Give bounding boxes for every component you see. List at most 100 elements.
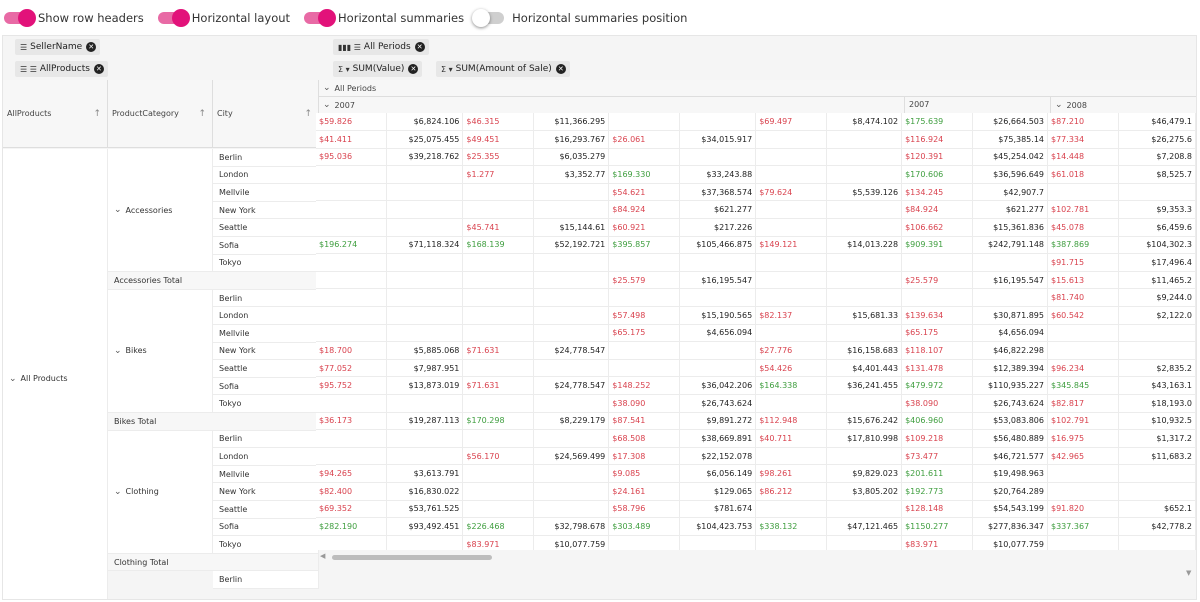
remove-icon[interactable]: ✕ <box>86 42 97 52</box>
cell-amount[interactable]: $1,317.2 <box>1118 429 1196 448</box>
cell-value[interactable]: $120.391 <box>901 148 974 167</box>
cell-amount[interactable]: $20,764.289 <box>972 482 1048 501</box>
cell-amount[interactable]: $54,543.199 <box>972 500 1048 519</box>
cell-value[interactable]: $387.869 <box>1047 236 1119 255</box>
cell-amount[interactable]: $6,824.106 <box>386 113 464 132</box>
cell-value[interactable]: $18.700 <box>316 341 388 360</box>
cell-value[interactable]: $83.971 <box>462 535 535 550</box>
cell-amount[interactable] <box>679 148 757 167</box>
cell-amount[interactable] <box>386 253 464 272</box>
cell-value[interactable]: $38.090 <box>901 394 974 413</box>
cell-amount[interactable]: $32,798.678 <box>533 517 610 536</box>
cell-value[interactable]: $102.781 <box>1047 200 1119 220</box>
cell-value[interactable]: $94.265 <box>316 464 388 483</box>
cell-amount[interactable] <box>533 500 610 519</box>
cell-value[interactable]: $149.121 <box>755 236 828 255</box>
cell-amount[interactable] <box>386 218 464 237</box>
cell-value[interactable]: $192.773 <box>901 482 974 501</box>
cell-amount[interactable]: $46,721.577 <box>972 447 1048 466</box>
cell-amount[interactable]: $26,743.624 <box>972 394 1048 413</box>
cell-value[interactable] <box>1047 341 1119 360</box>
cell-amount[interactable] <box>386 183 464 202</box>
chevron-down-icon[interactable]: ⌄ <box>114 486 122 497</box>
cell-value[interactable] <box>755 165 828 184</box>
cell-amount[interactable]: $277,836.347 <box>972 517 1048 536</box>
cell-value[interactable]: $148.252 <box>608 376 681 395</box>
cell-value[interactable]: $170.298 <box>462 412 535 431</box>
cell-amount[interactable]: $25,075.455 <box>386 130 464 149</box>
cell-value[interactable]: $82.137 <box>755 306 828 325</box>
cell-value[interactable] <box>755 271 828 290</box>
cell-amount[interactable] <box>386 535 464 550</box>
cell-value[interactable]: $109.218 <box>901 429 974 448</box>
cell-value[interactable] <box>462 288 535 308</box>
cell-value[interactable] <box>316 447 388 466</box>
cell-value[interactable]: $106.662 <box>901 218 974 237</box>
cell-amount[interactable]: $9,244.0 <box>1118 288 1196 308</box>
cell-amount[interactable]: $24,778.547 <box>533 341 610 360</box>
cell-value[interactable]: $77.052 <box>316 359 388 378</box>
cell-value[interactable]: $42.965 <box>1047 447 1119 466</box>
remove-icon[interactable]: ✕ <box>414 42 425 52</box>
cell-value[interactable] <box>608 253 681 272</box>
cell-amount[interactable] <box>1118 482 1196 501</box>
cell-value[interactable]: $226.468 <box>462 517 535 536</box>
cell-value[interactable]: $17.308 <box>608 447 681 466</box>
cell-value[interactable]: $479.972 <box>901 376 974 395</box>
cell-amount[interactable]: $9,829.023 <box>826 464 903 483</box>
cell-value[interactable]: $54.426 <box>755 359 828 378</box>
chevron-down-icon[interactable]: ⌄ <box>323 83 331 93</box>
cell-value[interactable]: $54.621 <box>608 183 681 202</box>
cell-amount[interactable]: $4,656.094 <box>679 324 757 343</box>
cell-value[interactable]: $49.451 <box>462 130 535 149</box>
cell-amount[interactable]: $10,077.759 <box>972 535 1048 550</box>
cell-amount[interactable] <box>533 253 610 272</box>
cell-amount[interactable]: $43,163.1 <box>1118 376 1196 395</box>
cell-amount[interactable]: $11,465.2 <box>1118 271 1196 290</box>
row-header-category[interactable]: ⌄ Bikes <box>108 289 213 413</box>
cell-value[interactable]: $338.132 <box>755 517 828 536</box>
cell-amount[interactable] <box>826 394 903 413</box>
cell-value[interactable]: $406.960 <box>901 412 974 431</box>
cell-value[interactable] <box>608 148 681 167</box>
col-header-2007[interactable]: ⌄ 2007 <box>319 97 905 114</box>
cell-amount[interactable]: $39,218.762 <box>386 148 464 167</box>
cell-value[interactable] <box>462 429 535 448</box>
cell-value[interactable]: $41.411 <box>316 130 388 149</box>
cell-value[interactable]: $337.367 <box>1047 517 1119 536</box>
cell-value[interactable] <box>462 253 535 272</box>
remove-icon[interactable]: ✕ <box>93 64 104 74</box>
cell-amount[interactable] <box>679 113 757 132</box>
cell-amount[interactable] <box>1118 464 1196 483</box>
cell-amount[interactable] <box>533 271 610 290</box>
toggle-horizontal-summaries-position[interactable]: Horizontal summaries position <box>472 9 687 27</box>
cell-value[interactable]: $164.338 <box>755 376 828 395</box>
cell-value[interactable]: $65.175 <box>608 324 681 343</box>
cell-value[interactable]: $45.078 <box>1047 218 1119 237</box>
cell-value[interactable]: $170.606 <box>901 165 974 184</box>
cell-value[interactable]: $345.845 <box>1047 376 1119 395</box>
cell-amount[interactable]: $7,208.8 <box>1118 148 1196 167</box>
cell-value[interactable] <box>316 183 388 202</box>
cell-amount[interactable]: $16,830.022 <box>386 482 464 501</box>
cell-value[interactable] <box>462 500 535 519</box>
cell-value[interactable]: $1.277 <box>462 165 535 184</box>
cell-amount[interactable]: $3,805.202 <box>826 482 903 501</box>
cell-value[interactable]: $25.579 <box>608 271 681 290</box>
cell-value[interactable] <box>462 464 535 483</box>
toggle-horizontal-layout[interactable]: Horizontal layout <box>157 9 290 27</box>
cell-value[interactable] <box>755 288 828 308</box>
remove-icon[interactable]: ✕ <box>408 64 419 74</box>
cell-value[interactable]: $71.631 <box>462 376 535 395</box>
cell-value[interactable] <box>316 535 388 550</box>
cell-amount[interactable]: $19,498.963 <box>972 464 1048 483</box>
cell-amount[interactable]: $38,669.891 <box>679 429 757 448</box>
cell-value[interactable]: $87.210 <box>1047 113 1119 132</box>
cell-value[interactable]: $91.715 <box>1047 253 1119 272</box>
cell-value[interactable]: $26.061 <box>608 130 681 149</box>
cell-amount[interactable]: $15,144.61 <box>533 218 610 237</box>
cell-amount[interactable] <box>1118 535 1196 550</box>
cell-amount[interactable]: $10,077.759 <box>533 535 610 550</box>
cell-amount[interactable] <box>679 535 757 550</box>
switch[interactable] <box>304 9 337 27</box>
